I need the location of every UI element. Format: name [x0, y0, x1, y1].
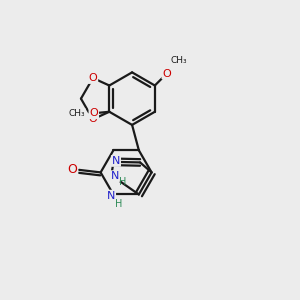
- Text: CH₃: CH₃: [68, 109, 85, 118]
- Text: N: N: [111, 171, 119, 181]
- Text: O: O: [68, 163, 77, 176]
- Text: O: O: [88, 114, 97, 124]
- Text: H: H: [115, 199, 122, 209]
- Text: CH₃: CH₃: [170, 56, 187, 65]
- Text: H: H: [119, 177, 126, 187]
- Text: N: N: [112, 156, 120, 166]
- Text: N: N: [107, 191, 115, 201]
- Text: O: O: [88, 73, 97, 83]
- Text: O: O: [162, 69, 171, 79]
- Text: O: O: [89, 108, 98, 118]
